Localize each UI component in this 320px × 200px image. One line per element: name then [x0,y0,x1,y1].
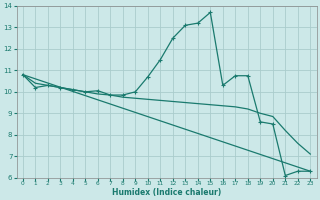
X-axis label: Humidex (Indice chaleur): Humidex (Indice chaleur) [112,188,221,197]
